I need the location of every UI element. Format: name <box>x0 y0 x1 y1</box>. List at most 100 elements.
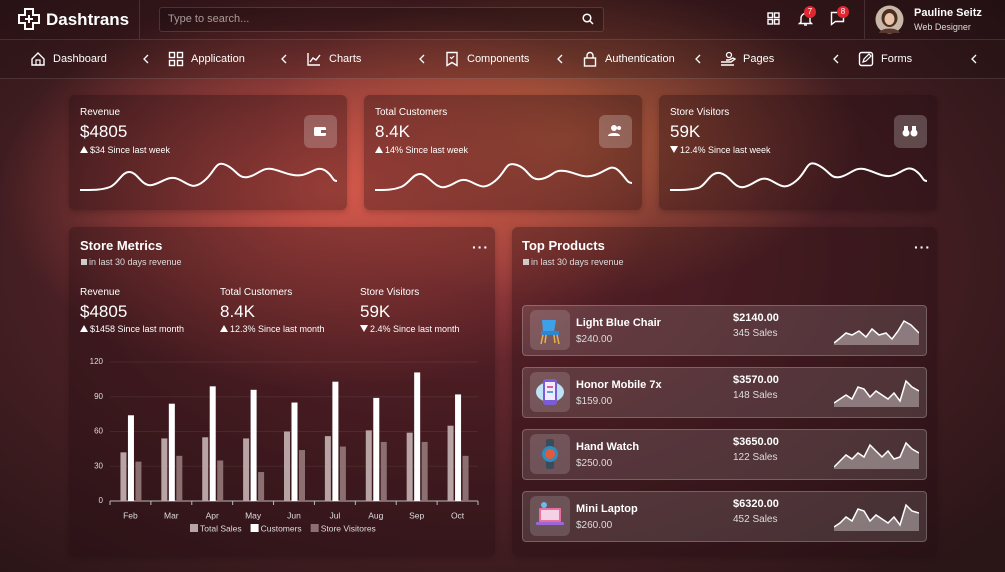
x-tick-label: Sep <box>409 510 424 520</box>
nav-item[interactable]: Forms <box>858 40 983 78</box>
x-tick-label: Oct <box>451 510 465 520</box>
stat-icon <box>599 115 632 148</box>
trend-arrow <box>360 325 368 332</box>
x-tick-label: Feb <box>123 510 138 520</box>
card-subtitle: in last 30 days revenue <box>89 257 182 267</box>
stat-value: 8.4K <box>375 122 410 141</box>
legend-label: Customers <box>261 523 302 533</box>
nav-icon <box>168 51 184 67</box>
search-placeholder: Type to search... <box>168 13 250 25</box>
bar <box>447 425 454 501</box>
stat-card: Store Visitors 59K 12.4% Since last week <box>659 95 937 210</box>
stat-change-row: $34 Since last week <box>80 145 170 155</box>
x-tick-label: Apr <box>206 510 219 520</box>
user-name: Pauline Seitz <box>914 7 982 19</box>
bar <box>414 372 421 501</box>
bar <box>161 438 168 501</box>
product-total: $2140.00 <box>733 312 779 324</box>
nav-bar: Dashboard Application Charts Components Auth… <box>0 40 1005 79</box>
stat-card: Revenue $4805 $34 Since last week <box>69 95 347 210</box>
product-sales: 122 Sales <box>733 452 778 463</box>
product-row[interactable]: Light Blue Chair $240.00 $2140.00 345 Sales <box>522 305 927 356</box>
x-tick-label: Aug <box>368 510 383 520</box>
nav-item[interactable]: Application <box>168 40 293 78</box>
bar <box>406 432 413 501</box>
calendar-icon <box>523 259 529 265</box>
bar <box>324 436 331 501</box>
nav-item[interactable]: Pages <box>720 40 845 78</box>
avatar[interactable] <box>875 5 904 34</box>
metric-change: 2.4% Since last month <box>370 324 460 334</box>
search-icon[interactable] <box>582 13 594 25</box>
bar <box>455 394 462 501</box>
product-row[interactable]: Honor Mobile 7x $159.00 $3570.00 148 Sales <box>522 367 927 418</box>
nav-item[interactable]: Components <box>444 40 569 78</box>
y-tick-label: 90 <box>94 392 103 401</box>
nav-item[interactable]: Dashboard <box>30 40 155 78</box>
divider <box>139 0 140 39</box>
product-image <box>530 496 570 536</box>
stat-change: $34 Since last week <box>90 145 171 155</box>
product-image <box>530 310 570 350</box>
metric-change: $1458 Since last month <box>90 324 185 334</box>
sparkline <box>834 379 919 407</box>
product-row[interactable]: Hand Watch $250.00 $3650.00 122 Sales <box>522 429 927 480</box>
bar-chart: 0 30 60 90 120 Feb Mar Apr May Jun Jul Aug Sep Oct Tot… <box>90 357 479 533</box>
bar <box>380 441 387 501</box>
bar <box>217 460 224 501</box>
trend-arrow <box>670 146 678 153</box>
x-tick-label: Mar <box>164 510 179 520</box>
chevron <box>143 54 149 64</box>
bar <box>284 431 290 501</box>
product-sales: 148 Sales <box>733 390 778 401</box>
bar <box>202 437 209 501</box>
trend-arrow <box>220 325 228 332</box>
nav-label: Application <box>191 53 245 65</box>
apps-icon[interactable] <box>767 12 780 25</box>
metric-value: 59K <box>360 302 391 321</box>
bar <box>462 455 469 501</box>
metric-label: Revenue <box>80 287 121 298</box>
bar <box>258 472 265 501</box>
stat-value: 59K <box>670 122 701 141</box>
more-menu[interactable]: ··· <box>472 239 489 255</box>
card-title: Top Products <box>522 238 605 253</box>
sparkline <box>670 162 927 191</box>
metric-change-row: 2.4% Since last month <box>360 324 460 334</box>
y-tick-label: 30 <box>94 461 103 470</box>
nav-item[interactable]: Charts <box>306 40 431 78</box>
bar <box>250 389 257 501</box>
icon <box>314 127 326 136</box>
bar <box>243 438 250 501</box>
x-tick-label: Jun <box>287 510 301 520</box>
nav-item[interactable]: Authentication <box>582 40 707 78</box>
product-name: Hand Watch <box>576 441 640 453</box>
product-name: Honor Mobile 7x <box>576 379 662 391</box>
bar <box>291 402 298 501</box>
stat-change-row: 14% Since last week <box>375 145 468 155</box>
stat-change: 12.4% Since last week <box>680 145 771 155</box>
x-tick-label: Jul <box>329 510 340 520</box>
metric-change: 12.3% Since last month <box>230 324 325 334</box>
product-name: Light Blue Chair <box>576 317 661 329</box>
product-name: Mini Laptop <box>576 503 638 515</box>
search-box[interactable]: Type to search... <box>159 7 604 32</box>
y-tick-label: 0 <box>99 496 104 505</box>
nav-label: Pages <box>743 53 775 65</box>
stat-icon <box>894 115 927 148</box>
nav-label: Components <box>467 53 530 65</box>
divider <box>864 0 865 39</box>
legend-swatch <box>190 524 198 532</box>
chevron <box>419 54 425 64</box>
stat-icon <box>304 115 337 148</box>
product-sales: 452 Sales <box>733 514 778 525</box>
brand: Dashtrans <box>46 10 130 29</box>
stat-label: Total Customers <box>375 107 448 118</box>
more-menu[interactable]: ··· <box>914 239 931 255</box>
product-total: $6320.00 <box>733 498 779 510</box>
product-row[interactable]: Mini Laptop $260.00 $6320.00 452 Sales <box>522 491 927 542</box>
metric-change-row: 12.3% Since last month <box>220 324 325 334</box>
product-total: $3650.00 <box>733 436 779 448</box>
metric-value: $4805 <box>80 302 128 321</box>
metric-label: Store Visitors <box>360 287 420 298</box>
